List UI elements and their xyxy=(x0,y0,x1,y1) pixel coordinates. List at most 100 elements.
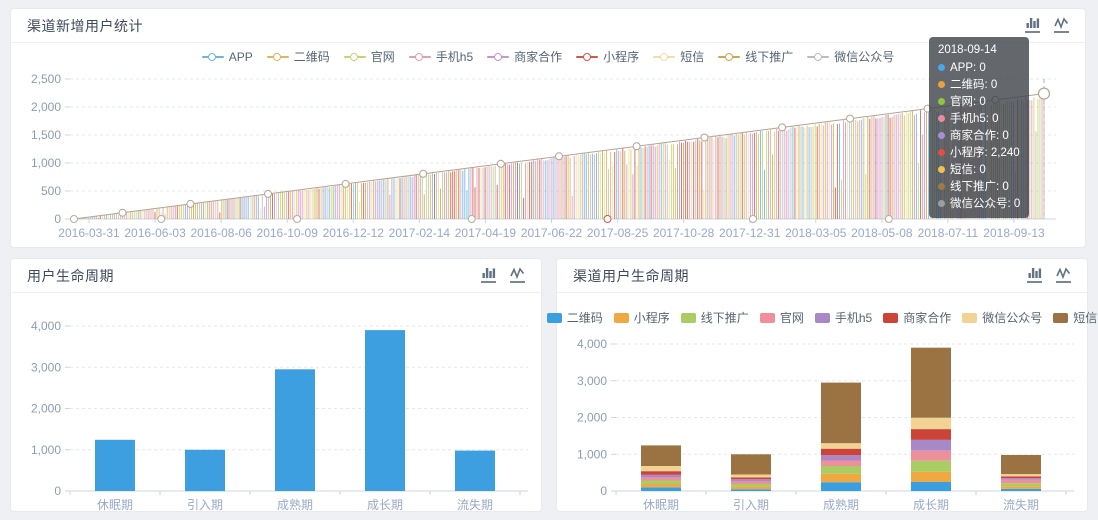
line-chart-toggle-icon[interactable] xyxy=(1056,267,1071,283)
segment-微信公众号-流失期 xyxy=(1001,474,1041,477)
svg-text:2018-03-05: 2018-03-05 xyxy=(785,226,847,240)
legend-item-手机h5[interactable]: 手机h5 xyxy=(408,48,473,65)
svg-text:1,000: 1,000 xyxy=(577,447,607,461)
legend-item-官网[interactable]: 官网 xyxy=(343,48,395,65)
svg-text:2,000: 2,000 xyxy=(31,402,61,416)
legend-item-小程序[interactable]: 小程序 xyxy=(613,309,670,326)
segment-官网-引入期 xyxy=(731,481,771,484)
legend-label: 线下推广 xyxy=(745,50,794,64)
svg-text:成熟期: 成熟期 xyxy=(823,497,859,512)
svg-text:引入期: 引入期 xyxy=(187,498,223,512)
segment-短信-成长期 xyxy=(911,347,951,418)
legend-rect-marker xyxy=(613,312,629,323)
legend-item-微信公众号[interactable]: 微信公众号 xyxy=(962,309,1042,326)
legend-line-marker xyxy=(266,52,289,61)
legend-line-marker xyxy=(576,52,599,61)
panel-user-lifecycle: 用户生命周期 0 1,000 2,000 3,000 4,000 休眠期 引入期 成熟期 成长期… xyxy=(10,258,542,512)
legend-item-APP[interactable]: APP xyxy=(201,50,253,64)
legend-item-商家合作[interactable]: 商家合作 xyxy=(487,48,562,65)
stacked-bars xyxy=(641,347,1041,491)
panel-header: 渠道新增用户统计 xyxy=(11,9,1085,43)
legend-label: 官网 xyxy=(779,311,804,325)
grid-and-axes: 0 1,000 2,000 3,000 4,000 休眠期 引入期 成熟期 成长期 流失期 xyxy=(31,319,528,512)
legend-line-marker xyxy=(653,52,676,61)
legend-item-二维码[interactable]: 二维码 xyxy=(546,309,603,326)
bar-icon-glyph xyxy=(1028,268,1041,278)
segment-小程序-休眠期 xyxy=(641,484,681,488)
svg-text:2016-10-09: 2016-10-09 xyxy=(257,226,319,240)
segment-微信公众号-引入期 xyxy=(731,474,771,478)
svg-text:流失期: 流失期 xyxy=(1003,497,1039,512)
legend-rect-marker xyxy=(814,312,830,323)
legend-item-线下推广[interactable]: 线下推广 xyxy=(718,48,793,65)
svg-text:2017-12-31: 2017-12-31 xyxy=(719,226,781,240)
legend-label: 二维码 xyxy=(566,311,603,325)
svg-text:4,000: 4,000 xyxy=(577,337,607,351)
grid-and-axes: 0 500 1,000 1,500 2,000 2,500 2016-03-31 2016-0… xyxy=(31,72,1056,240)
legend-label: 微信公众号 xyxy=(834,50,895,64)
legend-item-微信公众号[interactable]: 微信公众号 xyxy=(807,48,894,65)
segment-手机h5-成长期 xyxy=(911,439,951,451)
legend-item-官网[interactable]: 官网 xyxy=(759,309,804,326)
svg-text:3,000: 3,000 xyxy=(577,374,607,388)
svg-text:2017-02-14: 2017-02-14 xyxy=(389,226,451,240)
segment-二维码-成熟期 xyxy=(821,482,861,491)
legend-item-线下推广[interactable]: 线下推广 xyxy=(680,309,749,326)
svg-text:2018-09-13: 2018-09-13 xyxy=(983,226,1045,240)
segment-小程序-成长期 xyxy=(911,471,951,482)
segment-手机h5-成熟期 xyxy=(821,455,861,461)
legend-item-手机h5[interactable]: 手机h5 xyxy=(814,309,872,326)
chart-toolbox xyxy=(1025,17,1069,33)
legend-item-小程序[interactable]: 小程序 xyxy=(576,48,639,65)
segment-短信-休眠期 xyxy=(641,445,681,466)
legend-line-marker xyxy=(487,52,510,61)
bar-chart-toggle-icon[interactable] xyxy=(1027,267,1042,283)
segment-小程序-引入期 xyxy=(731,486,771,490)
legend-item-二维码[interactable]: 二维码 xyxy=(266,48,330,65)
segment-短信-成熟期 xyxy=(821,382,861,444)
chart-toolbox xyxy=(481,267,525,283)
user-lifecycle-chart-canvas[interactable]: 0 1,000 2,000 3,000 4,000 休眠期 引入期 成熟期 成长期 流失期 xyxy=(12,295,542,513)
legend-line-marker xyxy=(718,52,741,61)
legend-label: 微信公众号 xyxy=(982,311,1043,325)
panel-title-user-lifecycle: 用户生命周期 xyxy=(27,267,114,284)
svg-text:2016-12-12: 2016-12-12 xyxy=(323,226,385,240)
bar-流失期 xyxy=(455,450,495,491)
legend-rect-marker xyxy=(680,312,696,323)
segment-小程序-流失期 xyxy=(1001,486,1041,489)
segment-二维码-休眠期 xyxy=(641,487,681,491)
channel-user-lifecycle-chart-canvas[interactable]: 0 1,000 2,000 3,000 4,000 休眠期 引入期 成熟期 成长期 流失期 xyxy=(558,325,1088,513)
bar-引入期 xyxy=(185,449,225,492)
segment-线下推广-成熟期 xyxy=(821,466,861,474)
segment-短信-引入期 xyxy=(731,454,771,475)
channel-new-users-chart-canvas[interactable]: 0 500 1,000 1,500 2,000 2,500 2016-03-31 2016-0… xyxy=(12,43,1086,247)
chart-toolbox xyxy=(1027,267,1071,283)
legend-line-marker xyxy=(408,52,431,61)
bar-icon-glyph xyxy=(1026,18,1039,28)
segment-官网-休眠期 xyxy=(641,477,681,481)
bar-chart-toggle-icon[interactable] xyxy=(1025,17,1040,33)
line-icon-glyph xyxy=(1056,267,1071,279)
bar-chart-toggle-icon[interactable] xyxy=(481,267,496,283)
segment-商家合作-流失期 xyxy=(1001,476,1041,479)
segment-官网-成长期 xyxy=(911,450,951,461)
stacked-chart-legend: 二维码 小程序 线下推广 官网 手机h5 商家合作 微信公众号 短信 xyxy=(546,309,1097,326)
bar-休眠期 xyxy=(95,439,135,491)
legend-label: 二维码 xyxy=(293,50,330,64)
svg-text:2,500: 2,500 xyxy=(31,72,61,86)
line-chart-toggle-icon[interactable] xyxy=(1054,17,1069,33)
legend-rect-marker xyxy=(759,312,775,323)
legend-item-商家合作[interactable]: 商家合作 xyxy=(883,309,951,326)
legend-item-短信[interactable]: 短信 xyxy=(1053,309,1097,326)
line-chart-toggle-icon[interactable] xyxy=(510,267,525,283)
svg-text:500: 500 xyxy=(41,184,61,198)
bar-icon-glyph xyxy=(482,268,495,278)
panel-header: 渠道用户生命周期 xyxy=(557,259,1087,293)
svg-text:1,000: 1,000 xyxy=(31,156,61,170)
legend-item-短信[interactable]: 短信 xyxy=(653,48,704,65)
segment-短信-流失期 xyxy=(1001,455,1041,475)
legend-label: 官网 xyxy=(370,50,395,64)
segment-手机h5-休眠期 xyxy=(641,474,681,478)
svg-text:休眠期: 休眠期 xyxy=(97,498,133,512)
svg-text:2018-05-08: 2018-05-08 xyxy=(851,226,913,240)
